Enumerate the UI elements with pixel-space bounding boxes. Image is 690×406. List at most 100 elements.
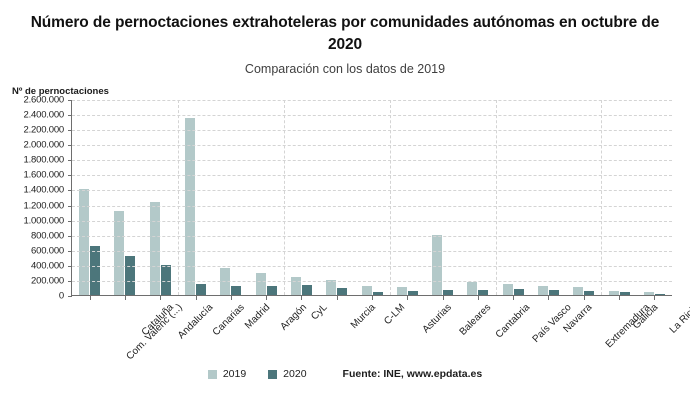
x-tick-mark bbox=[160, 296, 162, 300]
bar-2019[interactable] bbox=[432, 234, 443, 295]
bar-group bbox=[255, 100, 277, 295]
bar-group bbox=[185, 100, 207, 295]
bar-2019[interactable] bbox=[467, 281, 478, 295]
x-tick-label: CyL bbox=[309, 302, 330, 323]
y-tick-label: 1.200.000 bbox=[23, 200, 65, 212]
x-tick-mark bbox=[230, 296, 232, 300]
bar-2020[interactable] bbox=[231, 286, 242, 295]
bar-group bbox=[396, 100, 418, 295]
x-tick-mark bbox=[442, 296, 444, 300]
legend-item-2019[interactable]: 2019 bbox=[207, 368, 246, 380]
bar-2020[interactable] bbox=[478, 289, 489, 295]
x-tick-label: Murcia bbox=[348, 302, 378, 332]
bar-2020[interactable] bbox=[266, 285, 277, 295]
gridline-horizontal bbox=[72, 160, 672, 162]
bar-group bbox=[361, 100, 383, 295]
bar-2019[interactable] bbox=[361, 285, 372, 295]
bar-2019[interactable] bbox=[149, 202, 160, 295]
y-tick-label: 200.000 bbox=[31, 275, 64, 287]
bar-2019[interactable] bbox=[573, 287, 584, 295]
bar-2019[interactable] bbox=[79, 189, 90, 295]
bar-2019[interactable] bbox=[326, 279, 337, 295]
bar-2020[interactable] bbox=[443, 290, 454, 295]
bar-2020[interactable] bbox=[513, 288, 524, 295]
x-tick-mark bbox=[89, 296, 91, 300]
bar-group bbox=[290, 100, 312, 295]
y-tick-label: 1.400.000 bbox=[23, 184, 65, 196]
bar-group bbox=[114, 100, 136, 295]
gridline-horizontal bbox=[72, 220, 672, 222]
gridline-horizontal bbox=[72, 130, 672, 132]
gridline-horizontal bbox=[72, 280, 672, 282]
y-tick-label: 2.000.000 bbox=[23, 139, 65, 151]
gridline-vertical bbox=[177, 100, 179, 295]
x-tick-mark bbox=[372, 296, 373, 300]
y-tick-mark bbox=[68, 160, 72, 162]
bar-group bbox=[608, 100, 630, 295]
gridline-horizontal bbox=[72, 100, 672, 101]
y-tick-label: 2.600.000 bbox=[23, 94, 65, 106]
y-tick-mark bbox=[68, 296, 72, 297]
legend-label-2020: 2020 bbox=[283, 368, 307, 380]
bar-2020[interactable] bbox=[407, 291, 418, 295]
gridline-vertical bbox=[389, 100, 391, 295]
x-tick-mark bbox=[654, 296, 656, 300]
y-tick-label: 2.400.000 bbox=[23, 109, 65, 121]
bar-2019[interactable] bbox=[502, 283, 513, 295]
plot-grid bbox=[68, 100, 672, 300]
gridline-horizontal bbox=[72, 265, 672, 267]
legend-item-2020[interactable]: 2020 bbox=[268, 368, 307, 380]
y-tick-mark bbox=[68, 235, 72, 237]
bar-2020[interactable] bbox=[654, 293, 665, 295]
y-axis-caption: Nº de pernoctaciones bbox=[12, 86, 109, 97]
bar-group bbox=[502, 100, 524, 295]
x-tick-mark bbox=[336, 296, 338, 300]
bar-2020[interactable] bbox=[619, 292, 630, 295]
gridline-horizontal bbox=[72, 115, 672, 117]
y-tick-label: 1.800.000 bbox=[23, 154, 65, 166]
bar-group bbox=[432, 100, 454, 295]
bar-2020[interactable] bbox=[337, 288, 348, 295]
bar-2020[interactable] bbox=[90, 246, 101, 295]
legend-swatch-icon-2020 bbox=[268, 369, 278, 379]
x-tick-mark bbox=[124, 296, 126, 300]
bar-2020[interactable] bbox=[584, 291, 595, 295]
y-tick-mark bbox=[68, 205, 72, 207]
bar-2020[interactable] bbox=[548, 290, 559, 295]
gridline-vertical bbox=[495, 100, 497, 295]
bar-2019[interactable] bbox=[185, 118, 196, 295]
bar-2019[interactable] bbox=[114, 210, 125, 295]
gridline-horizontal bbox=[72, 205, 672, 207]
x-tick-label: Com. Valenc (...) bbox=[124, 302, 185, 363]
y-tick-label: 0 bbox=[58, 290, 64, 302]
y-tick-mark bbox=[68, 115, 72, 117]
bar-2019[interactable] bbox=[537, 285, 548, 295]
plot-area: 2.600.000 2.400.000 2.200.000 2.000.000 1.80… bbox=[0, 95, 690, 302]
bar-group bbox=[467, 100, 489, 295]
y-tick-mark bbox=[68, 130, 72, 132]
y-tick-mark bbox=[68, 250, 72, 252]
bar-2019[interactable] bbox=[255, 273, 266, 295]
y-tick-mark bbox=[68, 175, 72, 177]
y-tick-mark bbox=[68, 265, 72, 267]
bar-2019[interactable] bbox=[643, 292, 654, 295]
bar-group bbox=[326, 100, 348, 295]
y-tick-label: 800.000 bbox=[31, 230, 64, 242]
bar-group bbox=[643, 100, 665, 295]
y-tick-mark bbox=[68, 100, 72, 101]
bar-2020[interactable] bbox=[160, 264, 171, 295]
bar-2020[interactable] bbox=[125, 255, 136, 295]
bar-2019[interactable] bbox=[608, 290, 619, 295]
bar-2020[interactable] bbox=[196, 284, 207, 295]
bar-2019[interactable] bbox=[396, 287, 407, 295]
y-tick-label: 400.000 bbox=[31, 260, 64, 272]
x-tick-mark bbox=[195, 296, 197, 300]
bar-2020[interactable] bbox=[301, 285, 312, 295]
x-tick-mark bbox=[301, 296, 303, 300]
bar-2020[interactable] bbox=[372, 291, 383, 295]
bar-group bbox=[79, 100, 101, 295]
legend-swatch-icon-2019 bbox=[207, 369, 217, 379]
gridline-horizontal bbox=[72, 235, 672, 237]
bar-2019[interactable] bbox=[290, 276, 301, 295]
